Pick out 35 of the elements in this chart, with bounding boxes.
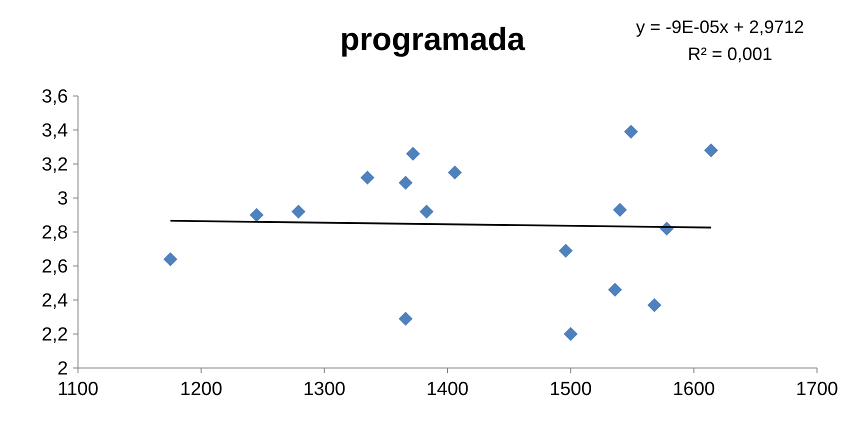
x-tick-label: 1300 [303,379,346,400]
y-tick-label: 2 [57,358,68,380]
x-tick-label: 1400 [426,379,469,400]
point [250,208,264,222]
y-tick-label: 2,2 [42,324,68,346]
point [558,244,573,258]
x-tick-label: 1200 [180,379,222,400]
point [448,166,462,180]
text: y = -9E-05x + 2,9712 [636,17,804,37]
x-tick-label: 1500 [550,379,592,400]
point [704,143,718,158]
point [163,252,178,266]
chart-title: programada [340,21,526,57]
point [360,170,374,185]
point [564,327,578,341]
x-tick-label: 1100 [58,379,98,400]
text: R² = 0,001 [688,44,772,64]
point [612,202,627,217]
x-tick-label: 1700 [796,379,838,400]
point [398,312,413,326]
y-tick-label: 3,2 [42,154,68,176]
y-tick-label: 3,6 [42,86,68,108]
point [420,204,434,219]
point [608,282,622,297]
x-tick-label: 1600 [672,379,715,400]
y-tick-label: 2,8 [42,222,68,244]
point [406,146,420,161]
y-tick-label: 2,4 [42,290,68,312]
point [398,176,413,190]
y-tick-label: 3,4 [42,120,68,142]
y-tick-label: 2,6 [42,256,68,278]
point [624,124,638,139]
point [291,204,306,219]
point [647,298,662,312]
y-tick-label: 3 [57,188,68,210]
